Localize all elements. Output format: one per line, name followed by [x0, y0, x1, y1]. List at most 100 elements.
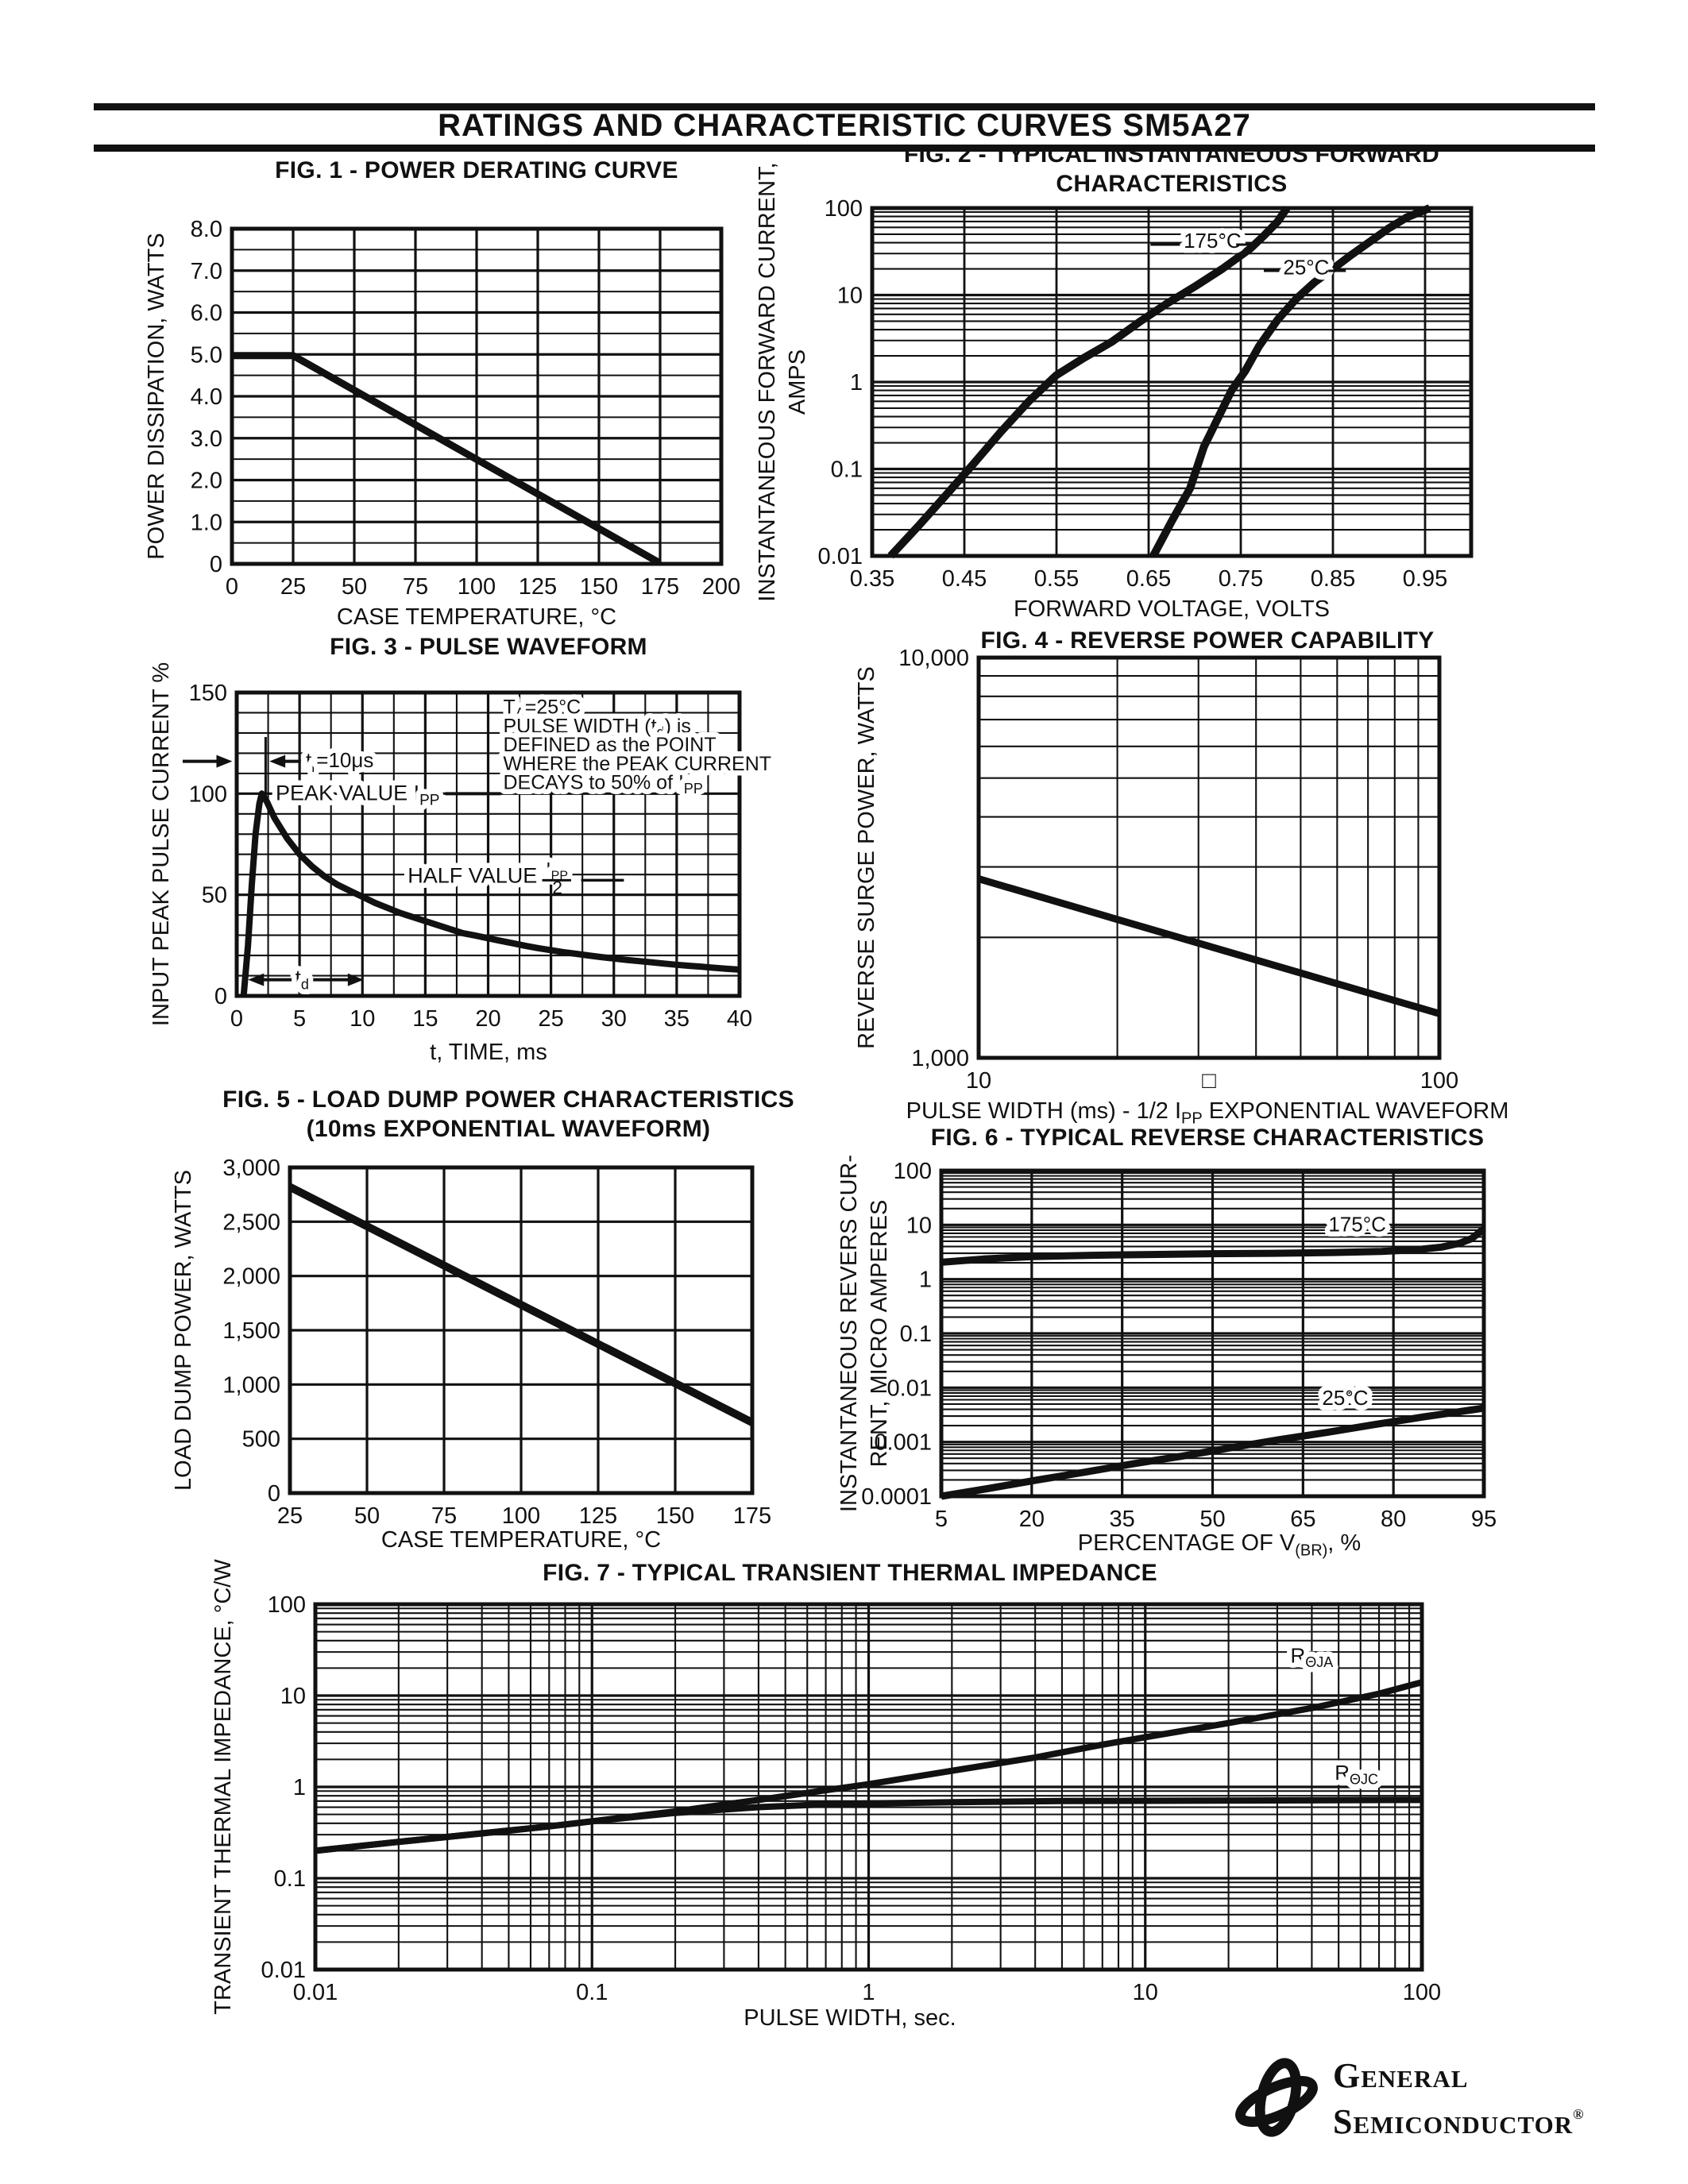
svg-text:HALF VALUE -: HALF VALUE -	[408, 863, 550, 887]
logo-word-general: General	[1333, 2056, 1469, 2095]
svg-text:1.0: 1.0	[191, 510, 222, 535]
fig2-grid-minor	[872, 210, 1471, 531]
svg-text:0: 0	[230, 1006, 243, 1032]
svg-text:25°C: 25°C	[1322, 1386, 1368, 1410]
svg-text:125: 125	[519, 574, 557, 600]
svg-text:100: 100	[825, 196, 863, 222]
svg-text:0: 0	[268, 1481, 280, 1507]
svg-text:RENT, MICRO AMPERES: RENT, MICRO AMPERES	[867, 1200, 892, 1468]
svg-text:0.01: 0.01	[818, 544, 863, 569]
svg-text:td: td	[295, 966, 309, 993]
fig2-chart: 175°C25°C0.35 0.45 0.55 0.65 0.75 0.85 0.95100…	[755, 162, 1474, 622]
header-rule-top	[94, 103, 1595, 110]
svg-text:1: 1	[862, 1980, 875, 2005]
svg-text:0: 0	[226, 574, 238, 600]
fig7-plot-border	[313, 1602, 1424, 1972]
svg-text:PEAK VALUE IPP: PEAK VALUE IPP	[276, 781, 439, 808]
fig4-title: FIG. 4 - REVERSE POWER CAPABILITY	[980, 627, 1435, 654]
fig4-chart: 10 □ 100 10,000 1,000 PULSE WIDTH (ms) - 1/2 …	[854, 646, 1508, 1127]
svg-text:2.0: 2.0	[191, 469, 222, 494]
fig1-plot-border	[230, 226, 724, 566]
svg-text:25: 25	[277, 1503, 303, 1529]
svg-text:1,000: 1,000	[222, 1372, 280, 1398]
fig2-curve-25C	[1149, 204, 1431, 558]
svg-text:0.0001: 0.0001	[861, 1484, 932, 1510]
svg-text:0.1: 0.1	[900, 1322, 932, 1347]
fig2-tick-labels: 0.35 0.45 0.55 0.65 0.75 0.85 0.95 100 10 1 0.1 0.0…	[818, 196, 1448, 592]
svg-text:TRANSIENT THERMAL IMPEDANCE, °: TRANSIENT THERMAL IMPEDANCE, °C/W	[211, 1559, 236, 2015]
svg-text:0.1: 0.1	[576, 1980, 608, 2005]
svg-text:100: 100	[502, 1503, 540, 1529]
svg-text:0.01: 0.01	[887, 1376, 932, 1401]
svg-text:175°C: 175°C	[1328, 1212, 1386, 1236]
svg-text:0: 0	[210, 552, 222, 577]
svg-text:2,500: 2,500	[222, 1210, 280, 1235]
svg-text:200: 200	[702, 574, 740, 600]
svg-text:50: 50	[202, 883, 227, 909]
fig2-curve-175C	[887, 206, 1291, 559]
svg-text:0.65: 0.65	[1126, 566, 1171, 592]
svg-text:0.55: 0.55	[1034, 566, 1079, 592]
svg-text:LOAD DUMP POWER, WATTS: LOAD DUMP POWER, WATTS	[171, 1170, 196, 1491]
svg-text:PULSE WIDTH, sec.: PULSE WIDTH, sec.	[744, 2005, 956, 2031]
fig3-curve-pulse-waveform	[240, 790, 740, 997]
svg-text:25: 25	[538, 1006, 563, 1032]
svg-text:RΘJC: RΘJC	[1335, 1761, 1378, 1788]
svg-text:20: 20	[1019, 1507, 1045, 1532]
svg-text:0.1: 0.1	[831, 457, 863, 483]
svg-text:4.0: 4.0	[191, 384, 222, 410]
svg-text:PULSE WIDTH (ms) - 1/2 IPP EXP: PULSE WIDTH (ms) - 1/2 IPP EXPONENTIAL W…	[906, 1098, 1509, 1127]
fig7-curve-RthJC	[315, 1796, 1423, 1854]
fig2-plot-border	[870, 206, 1474, 558]
fig6-plot-border	[939, 1168, 1486, 1499]
general-semiconductor-logo: General Semiconductor®	[1230, 2039, 1603, 2159]
fig2-title: FIG. 2 - TYPICAL INSTANTANEOUS FORWARD CH…	[903, 141, 1440, 197]
svg-text:3.0: 3.0	[191, 426, 222, 452]
svg-text:0: 0	[214, 984, 227, 1009]
fig3-title: FIG. 3 - PULSE WAVEFORM	[330, 634, 647, 660]
svg-text:175: 175	[641, 574, 679, 600]
fig5-chart: 25 50 75 100 125 150 175 3,000 2,500 2,000 1,500 1,…	[171, 1156, 771, 1553]
logo-word-semiconductor: Semiconductor	[1333, 2102, 1574, 2141]
svg-text:FORWARD VOLTAGE, VOLTS: FORWARD VOLTAGE, VOLTS	[1014, 596, 1330, 622]
svg-text:0.01: 0.01	[293, 1980, 338, 2005]
svg-text:100: 100	[1420, 1068, 1458, 1094]
svg-text:175°C: 175°C	[1184, 229, 1242, 253]
svg-text:0.95: 0.95	[1403, 566, 1447, 592]
svg-text:10: 10	[1133, 1980, 1158, 2005]
svg-text:50: 50	[342, 574, 367, 600]
fig7-title: FIG. 7 - TYPICAL TRANSIENT THERMAL IMPED…	[543, 1560, 1157, 1586]
fig3-tick-labels: 0 5 10 15 20 25 30 35 40 150 100 50 0	[189, 681, 753, 1032]
svg-text:5: 5	[293, 1006, 306, 1032]
svg-text:INSTANTANEOUS REVERS CUR-: INSTANTANEOUS REVERS CUR-	[836, 1155, 862, 1512]
svg-text:25°C: 25°C	[1283, 256, 1329, 280]
fig7-tick-labels: 0.01 0.1 1 10 100 100 10 1 0.1 0.01	[261, 1592, 1442, 2005]
svg-text:125: 125	[579, 1503, 617, 1529]
svg-text:10,000: 10,000	[898, 646, 969, 671]
svg-text:□: □	[1202, 1068, 1216, 1094]
fig6-chart: 175°C 25°C 5 20 35 50 65 80 95 100 10 1 0.1 0.01 0.001…	[836, 1155, 1497, 1559]
svg-text:10: 10	[350, 1006, 375, 1032]
svg-text:500: 500	[242, 1427, 280, 1453]
svg-text:7.0: 7.0	[191, 259, 222, 284]
svg-text:50: 50	[1199, 1507, 1225, 1532]
svg-text:30: 30	[601, 1006, 627, 1032]
svg-text:1,000: 1,000	[911, 1046, 969, 1071]
fig5-curve-load-dump-power	[288, 1183, 755, 1426]
svg-text:175: 175	[733, 1503, 771, 1529]
page-title: RATINGS AND CHARACTERISTIC CURVES SM5A27	[438, 108, 1251, 143]
svg-text:0.001: 0.001	[874, 1430, 932, 1456]
svg-text:40: 40	[727, 1006, 752, 1032]
fig2-annotations: 175°C 25°C	[1150, 223, 1346, 284]
svg-text:0.35: 0.35	[850, 566, 894, 592]
svg-text:PULSE WIDTH (td) is: PULSE WIDTH (td) is	[503, 715, 690, 740]
svg-text:CASE TEMPERATURE, °C: CASE TEMPERATURE, °C	[381, 1527, 661, 1553]
fig1-curve-power-derating	[232, 352, 662, 566]
svg-text:0.85: 0.85	[1311, 566, 1355, 592]
gs-orbit-logo-icon	[1235, 2058, 1318, 2137]
svg-text:10: 10	[280, 1684, 306, 1709]
